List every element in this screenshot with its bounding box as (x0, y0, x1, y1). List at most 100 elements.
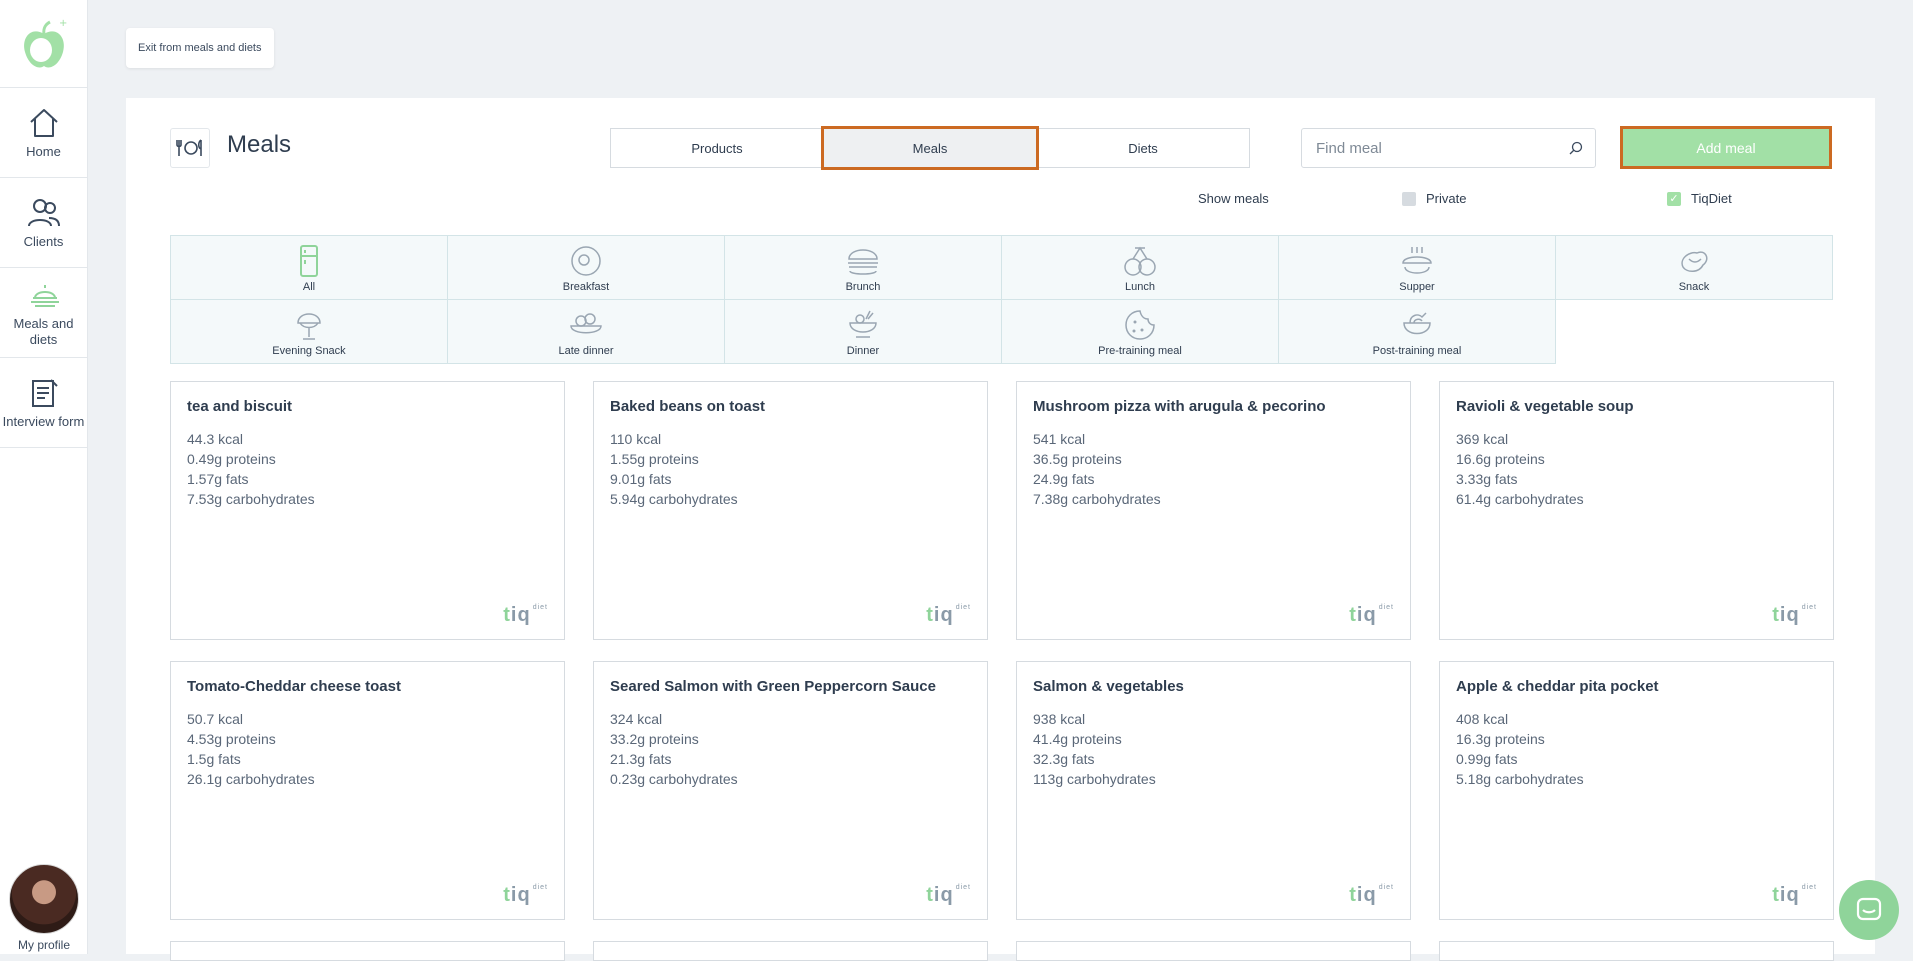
snack-icon (1677, 245, 1711, 277)
meal-card[interactable]: Apple & cheddar pita pocket 408 kcal 16.… (1439, 661, 1834, 920)
meal-carbs: 26.1g carbohydrates (187, 769, 548, 789)
meal-proteins: 0.49g proteins (187, 449, 548, 469)
tab-diets[interactable]: Diets (1036, 128, 1250, 168)
chat-button[interactable] (1839, 880, 1899, 940)
private-checkbox[interactable]: Private (1402, 191, 1466, 206)
category-brunch[interactable]: Brunch (724, 235, 1002, 300)
meal-card[interactable]: Mushroom pizza with arugula & pecorino 5… (1016, 381, 1411, 640)
form-icon (27, 376, 61, 410)
meal-card[interactable]: Ravioli & vegetable soup 369 kcal 16.6g … (1439, 381, 1834, 640)
category-lunch[interactable]: Lunch (1001, 235, 1279, 300)
users-icon (27, 196, 61, 230)
checkbox-checked-icon: ✓ (1667, 192, 1681, 206)
cookie-icon (1124, 309, 1156, 341)
meal-fats: 32.3g fats (1033, 749, 1394, 769)
ice-cream-icon (294, 309, 324, 341)
category-breakfast[interactable]: Breakfast (447, 235, 725, 300)
dinner-bowl-icon (846, 309, 880, 341)
tiqdiet-checkbox[interactable]: ✓ TiqDiet (1667, 191, 1732, 206)
fridge-icon (298, 245, 320, 277)
sidebar-item-meals-and-diets[interactable]: Meals and diets (0, 268, 87, 358)
add-meal-button[interactable]: Add meal (1620, 126, 1832, 169)
meal-kcal: 369 kcal (1456, 429, 1817, 449)
egg-icon (570, 245, 602, 277)
profile-label: My profile (18, 938, 70, 952)
meal-card[interactable]: Salmon & vegetables 938 kcal 41.4g prote… (1016, 661, 1411, 920)
meal-name: Apple & cheddar pita pocket (1456, 678, 1817, 695)
category-all[interactable]: All (170, 235, 448, 300)
avatar (9, 864, 79, 934)
bowl-fruit-icon (569, 309, 603, 341)
svg-text:+: + (59, 18, 67, 29)
meal-proteins: 41.4g proteins (1033, 729, 1394, 749)
app-logo[interactable]: + (0, 0, 87, 88)
category-late-dinner[interactable]: Late dinner (447, 299, 725, 364)
tab-meals[interactable]: Meals (823, 128, 1037, 168)
meal-kcal: 938 kcal (1033, 709, 1394, 729)
category-post-training-meal[interactable]: Post-training meal (1278, 299, 1556, 364)
meal-card[interactable] (593, 941, 988, 961)
meal-carbs: 0.23g carbohydrates (610, 769, 971, 789)
meal-card[interactable]: Baked beans on toast 110 kcal 1.55g prot… (593, 381, 988, 640)
category-filters: All Breakfast Brunch Lunch Supper Snack (170, 235, 1835, 364)
meal-carbs: 5.94g carbohydrates (610, 489, 971, 509)
meal-name: Mushroom pizza with arugula & pecorino (1033, 398, 1394, 415)
meal-card[interactable] (1439, 941, 1834, 961)
tab-products[interactable]: Products (610, 128, 824, 168)
meal-fats: 1.5g fats (187, 749, 548, 769)
meal-name: Ravioli & vegetable soup (1456, 398, 1817, 415)
meal-fats: 3.33g fats (1456, 469, 1817, 489)
meal-grid: tea and biscuit 44.3 kcal 0.49g proteins… (170, 381, 1834, 961)
search-input[interactable] (1314, 139, 1569, 158)
meal-fats: 0.99g fats (1456, 749, 1817, 769)
meal-carbs: 7.53g carbohydrates (187, 489, 548, 509)
sidebar: + Home Clients Meals and diets Interview (0, 0, 88, 954)
cutlery-icon (170, 128, 210, 168)
chat-icon (1855, 896, 1883, 924)
search-icon[interactable] (1569, 141, 1583, 155)
sidebar-item-interview-form[interactable]: Interview form (0, 358, 87, 448)
meals-panel: Meals Products Meals Diets Add meal Show… (126, 98, 1875, 954)
sidebar-item-home[interactable]: Home (0, 88, 87, 178)
meal-name: Tomato-Cheddar cheese toast (187, 678, 548, 695)
meal-carbs: 113g carbohydrates (1033, 769, 1394, 789)
section-tabs: Products Meals Diets (610, 128, 1250, 168)
category-supper[interactable]: Supper (1278, 235, 1556, 300)
meal-fats: 9.01g fats (610, 469, 971, 489)
meal-kcal: 324 kcal (610, 709, 971, 729)
meal-proteins: 1.55g proteins (610, 449, 971, 469)
meal-card[interactable] (170, 941, 565, 961)
meal-card[interactable]: tea and biscuit 44.3 kcal 0.49g proteins… (170, 381, 565, 640)
private-label: Private (1426, 191, 1466, 206)
category-snack[interactable]: Snack (1555, 235, 1833, 300)
meal-carbs: 7.38g carbohydrates (1033, 489, 1394, 509)
meal-proteins: 16.6g proteins (1456, 449, 1817, 469)
my-profile[interactable]: My profile (0, 854, 88, 954)
page-title: Meals (227, 131, 291, 159)
apple-logo-icon: + (19, 16, 69, 72)
tiqdiet-label: TiqDiet (1691, 191, 1732, 206)
meal-fats: 24.9g fats (1033, 469, 1394, 489)
meal-card[interactable]: Tomato-Cheddar cheese toast 50.7 kcal 4.… (170, 661, 565, 920)
meal-name: Baked beans on toast (610, 398, 971, 415)
meals-icon (27, 278, 61, 312)
category-pre-training-meal[interactable]: Pre-training meal (1001, 299, 1279, 364)
meal-carbs: 5.18g carbohydrates (1456, 769, 1817, 789)
category-evening-snack[interactable]: Evening Snack (170, 299, 448, 364)
meal-proteins: 36.5g proteins (1033, 449, 1394, 469)
category-dinner[interactable]: Dinner (724, 299, 1002, 364)
exit-meals-button[interactable]: Exit from meals and diets (126, 28, 274, 68)
meal-fats: 1.57g fats (187, 469, 548, 489)
meal-kcal: 541 kcal (1033, 429, 1394, 449)
burger-icon (846, 245, 880, 277)
sidebar-item-label: Home (26, 144, 61, 160)
meal-card[interactable]: Seared Salmon with Green Peppercorn Sauc… (593, 661, 988, 920)
meal-card[interactable] (1016, 941, 1411, 961)
sidebar-item-clients[interactable]: Clients (0, 178, 87, 268)
meal-proteins: 4.53g proteins (187, 729, 548, 749)
